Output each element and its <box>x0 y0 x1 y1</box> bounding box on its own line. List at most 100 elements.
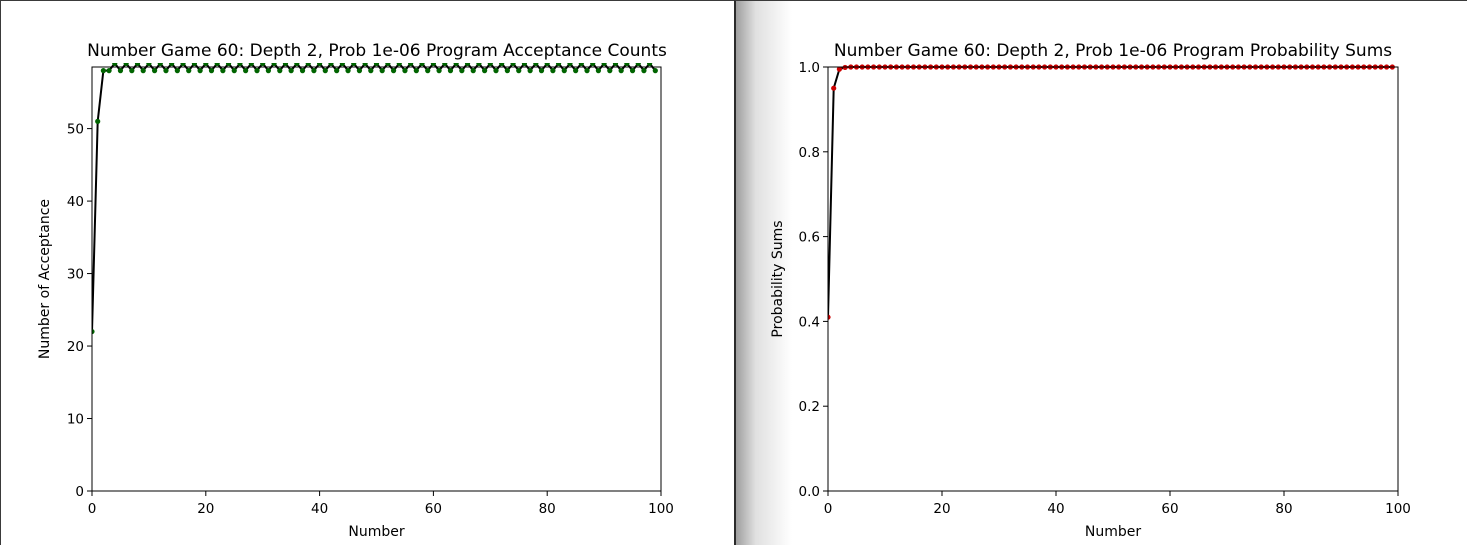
data-point <box>402 68 408 74</box>
data-point <box>442 63 448 66</box>
data-point <box>248 63 254 66</box>
x-tick-label: 80 <box>539 501 556 517</box>
data-point <box>95 118 101 124</box>
data-point <box>618 68 624 74</box>
data-point <box>601 63 607 66</box>
x-tick-label: 80 <box>1275 501 1292 517</box>
data-point <box>544 63 550 66</box>
data-point <box>112 63 118 66</box>
data-point <box>385 63 391 66</box>
x-axis-label: Number <box>348 524 404 540</box>
data-point <box>413 68 419 74</box>
y-tick-label: 0.2 <box>799 399 820 415</box>
data-point <box>828 314 831 320</box>
x-tick-label: 0 <box>824 501 833 517</box>
data-point <box>123 63 129 66</box>
data-point <box>578 63 584 66</box>
window-edge-shadow <box>736 1 792 545</box>
data-point <box>129 68 135 74</box>
data-point <box>356 68 363 74</box>
data-point <box>635 63 641 66</box>
plot-area <box>92 63 658 335</box>
data-point <box>470 68 476 74</box>
x-axis-label: Number <box>1085 524 1141 540</box>
data-point <box>134 63 141 66</box>
data-point <box>641 68 647 74</box>
data-point <box>612 63 619 66</box>
right-window: Number Game 60: Depth 2, Prob 1e-06 Prog… <box>734 0 1467 545</box>
data-point <box>265 68 271 74</box>
data-point <box>174 68 180 74</box>
data-point <box>328 63 334 66</box>
data-point <box>140 68 146 74</box>
x-tick-label: 40 <box>1047 501 1064 517</box>
data-point <box>555 63 562 66</box>
data-point <box>607 68 613 74</box>
data-point <box>836 66 842 72</box>
data-point <box>260 63 266 66</box>
data-point <box>652 68 658 74</box>
data-point <box>595 68 602 74</box>
data-point <box>339 63 345 66</box>
y-tick-label: 0.8 <box>799 145 820 161</box>
data-point <box>373 63 380 66</box>
y-tick-label: 30 <box>67 267 84 283</box>
data-point <box>436 68 442 74</box>
axes-frame <box>91 66 662 492</box>
axes-frame <box>827 66 1399 492</box>
data-point <box>459 68 465 74</box>
data-point <box>180 63 186 66</box>
data-point <box>305 63 311 66</box>
data-point <box>334 68 340 74</box>
chart-title: Number Game 60: Depth 2, Prob 1e-06 Prog… <box>87 41 667 61</box>
data-point <box>584 68 590 74</box>
y-tick-label: 20 <box>67 339 84 355</box>
data-point <box>408 63 414 66</box>
data-point <box>243 68 249 74</box>
data-point <box>516 68 522 74</box>
data-point <box>294 63 300 66</box>
data-point <box>157 63 163 66</box>
data-point <box>561 68 567 74</box>
y-axis-label: Probability Sums <box>770 220 786 337</box>
data-point <box>106 68 112 74</box>
data-point <box>100 68 106 74</box>
data-point <box>277 68 283 74</box>
data-point <box>476 63 482 66</box>
series-line <box>92 63 657 332</box>
data-point <box>231 68 237 74</box>
y-tick-label: 50 <box>67 122 84 138</box>
x-tick-label: 0 <box>88 501 97 517</box>
y-tick-label: 10 <box>67 412 84 428</box>
x-tick-label: 100 <box>648 501 674 517</box>
data-point <box>538 68 545 74</box>
data-point <box>345 68 351 74</box>
series-line <box>828 66 1393 318</box>
x-tick-label: 20 <box>933 501 950 517</box>
data-point <box>311 68 317 74</box>
x-tick-label: 100 <box>1385 501 1411 517</box>
data-point <box>430 63 436 66</box>
data-point <box>504 68 510 74</box>
data-point <box>271 63 277 66</box>
data-point <box>208 68 215 74</box>
x-tick-label: 40 <box>311 501 328 517</box>
y-tick-label: 0.0 <box>799 484 820 500</box>
data-point <box>163 68 169 74</box>
acceptance-counts-chart: Number Game 60: Depth 2, Prob 1e-06 Prog… <box>37 41 674 540</box>
x-tick-label: 60 <box>1161 501 1178 517</box>
data-point <box>629 68 636 74</box>
chart-title: Number Game 60: Depth 2, Prob 1e-06 Prog… <box>834 41 1392 61</box>
data-point <box>368 68 374 74</box>
data-point <box>351 63 357 66</box>
data-point <box>567 63 573 66</box>
data-point <box>573 68 579 74</box>
data-point <box>322 68 328 74</box>
data-point <box>447 68 454 74</box>
y-tick-label: 1.0 <box>799 60 820 76</box>
data-point <box>425 68 431 74</box>
data-point <box>225 63 232 66</box>
data-point <box>590 63 596 66</box>
data-point <box>191 63 198 66</box>
x-tick-label: 20 <box>197 501 214 517</box>
